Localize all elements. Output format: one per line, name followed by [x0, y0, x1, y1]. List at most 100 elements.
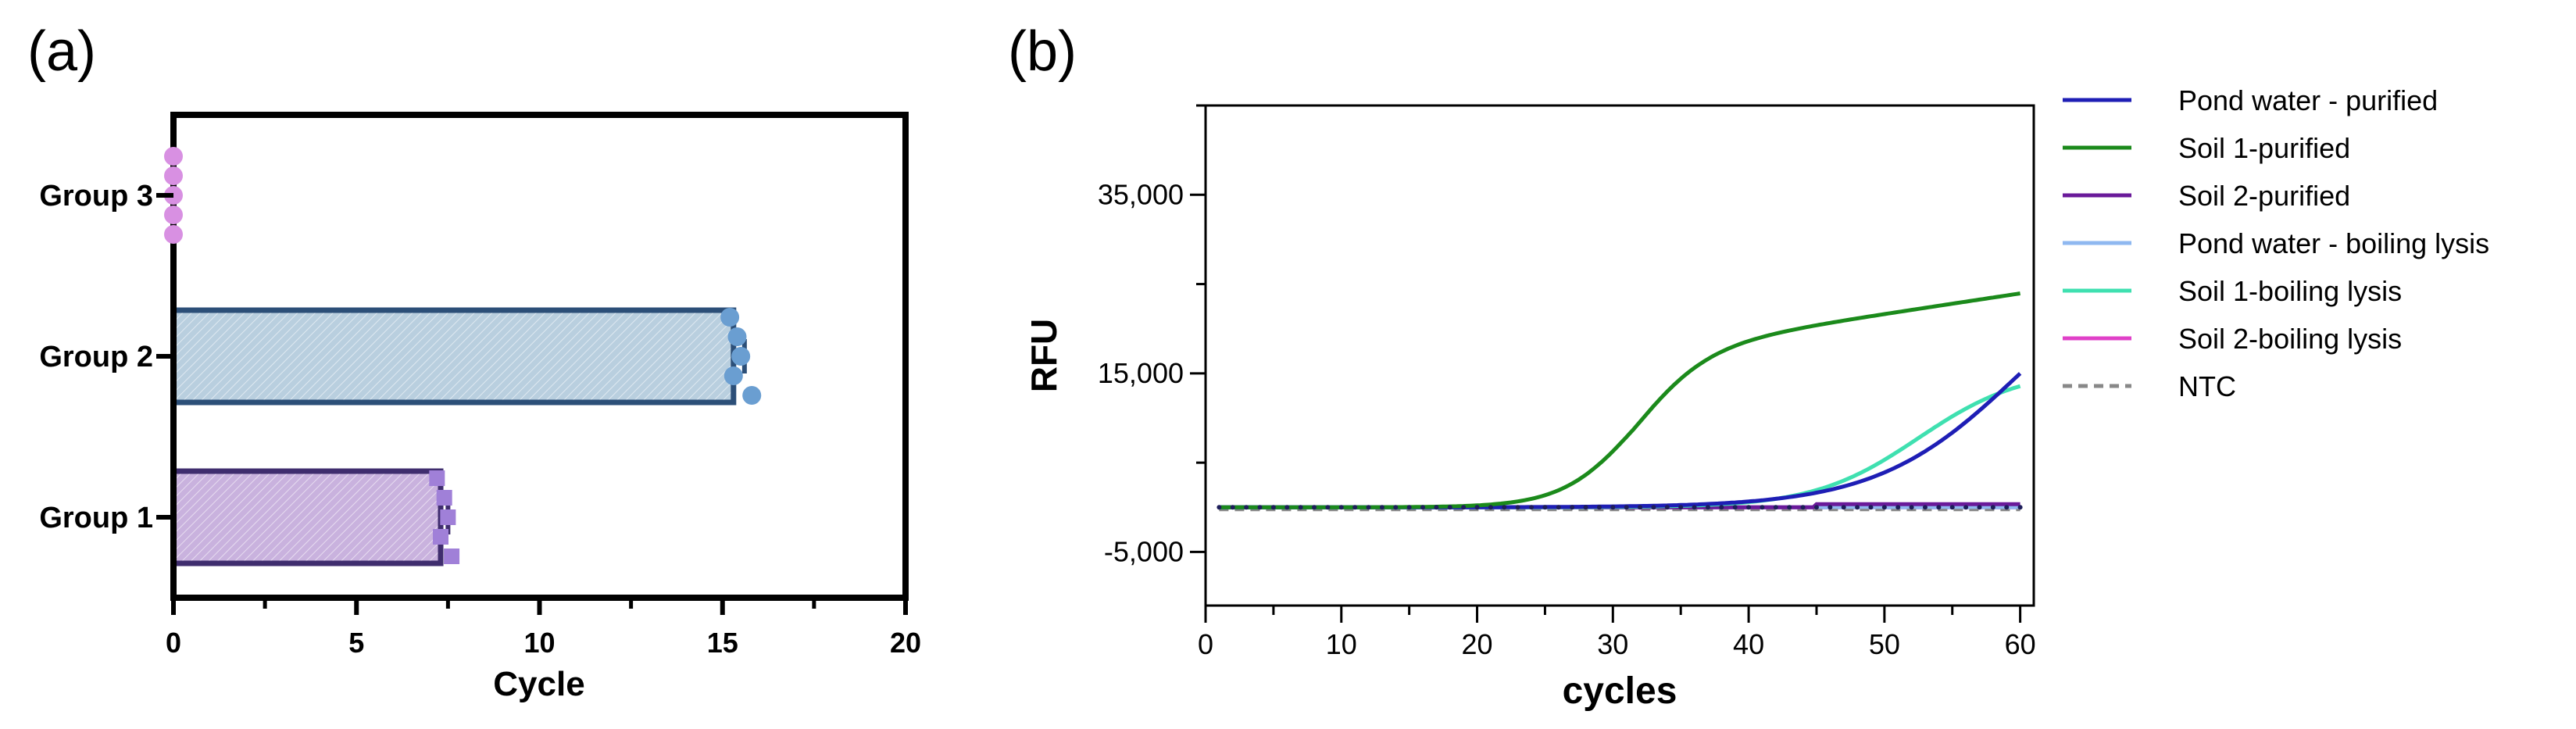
cycle-marker [1366, 505, 1371, 510]
legend-label: Soil 1-purified [2178, 132, 2350, 164]
bar-group-2 [170, 307, 737, 406]
x-tick-label: 40 [1733, 628, 1764, 660]
series-line-soil-1-purified [1219, 291, 2021, 509]
cycle-marker [1651, 505, 1656, 510]
category-label: Group 1 [39, 502, 153, 534]
cycle-marker [1719, 505, 1724, 510]
data-point [727, 327, 747, 346]
legend: Pond water - purified Soil 1-purified Soil… [2063, 84, 2489, 402]
data-point [742, 386, 762, 405]
cycle-marker [1746, 505, 1752, 510]
cycle-marker [1406, 505, 1412, 510]
data-point [433, 529, 449, 545]
data-point [720, 308, 740, 327]
cycle-marker [1542, 505, 1548, 510]
cycle-marker [1379, 505, 1384, 510]
cycle-marker [1284, 505, 1290, 510]
x-tick-label: 10 [523, 627, 555, 659]
legend-label: NTC [2178, 370, 2236, 402]
x-tick-label: 5 [348, 627, 364, 659]
cycle-marker [1881, 505, 1887, 510]
cycle-marker [1610, 505, 1616, 510]
series-line-pond-water-purified [1219, 372, 2022, 509]
panel-label-b: (b) [1008, 20, 1077, 83]
x-tick-label: 0 [1198, 628, 1213, 660]
cycle-marker [1230, 505, 1235, 510]
x-tick-label: 20 [1462, 628, 1493, 660]
cycle-marker [1474, 505, 1480, 510]
cycle-marker [1868, 505, 1874, 510]
cycle-marker [1949, 505, 1955, 510]
legend-label: Pond water - purified [2178, 84, 2438, 116]
x-tick-label: 15 [707, 627, 738, 659]
data-point [164, 205, 183, 224]
cycle-marker [1244, 505, 1249, 510]
cycle-marker [1841, 505, 1846, 510]
cycle-marker [1638, 505, 1643, 510]
bars-a [170, 307, 737, 566]
y-tick-label: -5,000 [1104, 535, 1184, 567]
cycle-marker [1570, 505, 1575, 510]
cycle-marker [1515, 505, 1520, 510]
cycle-marker [1312, 505, 1317, 510]
legend-label: Pond water - boiling lysis [2178, 227, 2489, 259]
cycle-marker [1270, 505, 1276, 510]
cycle-marker [1827, 505, 1833, 510]
legend-label: Soil 2-boiling lysis [2178, 323, 2402, 355]
cycle-marker [1298, 505, 1303, 510]
y-ticks-b: 35,000 15,000 -5,000 [1098, 104, 1206, 567]
cycle-marker [2017, 505, 2023, 510]
cycle-marker [1692, 505, 1697, 510]
x-axis-label-b: cycles [1563, 670, 1677, 712]
cycle-marker [1257, 505, 1263, 510]
data-point [723, 366, 743, 385]
cycle-marker [1773, 505, 1778, 510]
cycle-marker [1502, 505, 1507, 510]
cycle-marker [1895, 505, 1901, 510]
data-point [429, 470, 445, 486]
x-tick-label: 10 [1326, 628, 1357, 660]
y-tick-label: 15,000 [1098, 357, 1184, 389]
cycle-marker [1705, 505, 1710, 510]
x-tick-label: 50 [1869, 628, 1900, 660]
cycle-marker [1664, 505, 1670, 510]
cycle-marker [1963, 505, 1969, 510]
data-point [444, 549, 460, 564]
cycle-marker [1447, 505, 1452, 510]
data-point [164, 147, 183, 166]
cycle-marker [1760, 505, 1765, 510]
category-label: Group 2 [39, 341, 153, 373]
cycle-marker [1855, 505, 1860, 510]
cycle-marker [1990, 505, 1995, 510]
x-tick-label: 30 [1597, 628, 1628, 660]
cycle-marker [1909, 505, 1914, 510]
y-axis-label-b: RFU [1024, 319, 1064, 393]
x-tick-label: 60 [2005, 628, 2036, 660]
cycle-marker [1678, 505, 1684, 510]
cycle-marker [1732, 505, 1738, 510]
cycle-marker [1338, 505, 1344, 510]
cycle-marker [1936, 505, 1942, 510]
cycle-marker [1352, 505, 1358, 510]
series-lines-b [1217, 291, 2023, 512]
points-a [164, 147, 762, 564]
panel-label-a: (a) [27, 20, 96, 83]
cycle-marker [1922, 505, 1928, 510]
data-point [164, 166, 183, 185]
cycle-marker [2004, 505, 2010, 510]
x-tick-label: 20 [890, 627, 921, 659]
cycle-marker [1529, 505, 1535, 510]
cycle-marker [1624, 505, 1629, 510]
x-axis-label-a: Cycle [493, 665, 584, 703]
legend-label: Soil 2-purified [2178, 180, 2350, 212]
data-point [164, 225, 183, 244]
cycle-marker [1434, 505, 1439, 510]
cycle-marker [1217, 505, 1222, 510]
cycle-marker [1787, 505, 1792, 510]
y-tick-label: 35,000 [1098, 178, 1184, 210]
cycle-marker [1461, 505, 1467, 510]
plot-frame-b [1204, 104, 2035, 607]
cycle-marker [1420, 505, 1426, 510]
data-point [436, 490, 452, 506]
